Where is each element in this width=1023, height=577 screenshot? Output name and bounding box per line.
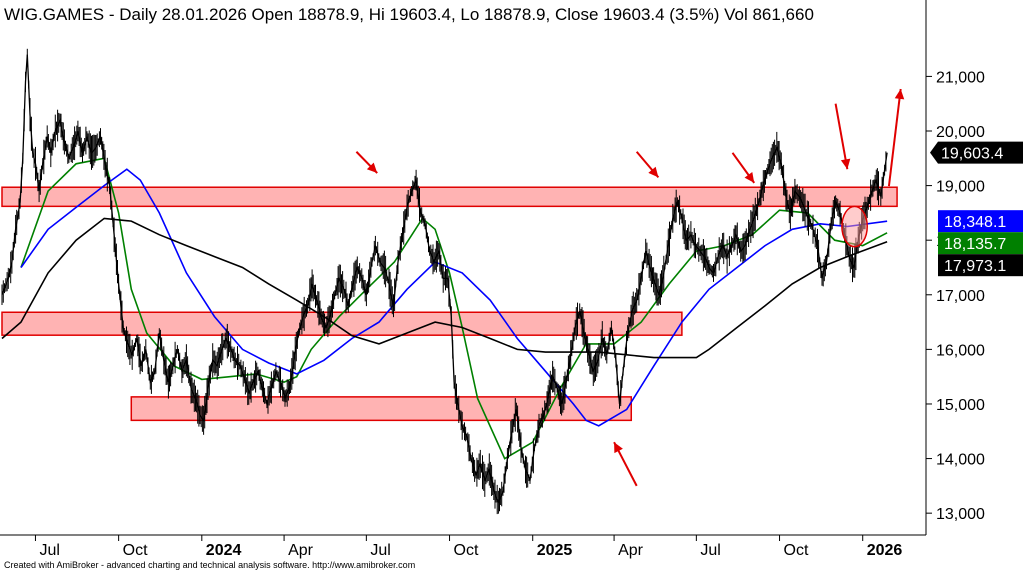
- x-tick-label: 2026: [867, 542, 903, 559]
- x-tick-label: Jul: [370, 542, 390, 559]
- x-tick-label: Apr: [618, 542, 644, 559]
- red-arrow: [887, 88, 902, 187]
- resistance-zone: [1, 311, 683, 336]
- x-tick-label: Apr: [288, 542, 314, 559]
- y-tick-label: 19,000: [936, 179, 985, 196]
- ma-flag-label: 18,348.1: [944, 214, 1006, 231]
- red-arrow-head: [648, 166, 659, 178]
- ma-flag-label: 17,973.1: [944, 258, 1006, 275]
- chart-footer: Created with AmiBroker - advanced charti…: [4, 560, 415, 570]
- chart-title: WIG.GAMES - Daily 28.01.2026 Open 18878.…: [4, 5, 814, 24]
- price-series: [1, 48, 888, 515]
- resistance-zone: [1, 186, 898, 208]
- x-tick-label: Oct: [454, 542, 479, 559]
- y-tick-label: 15,000: [936, 397, 985, 414]
- red-arrow-head: [894, 88, 905, 100]
- annotations: [355, 88, 905, 487]
- x-tick-label: Jul: [39, 542, 59, 559]
- x-tick-label: Oct: [784, 542, 809, 559]
- x-tick-label: Oct: [123, 542, 148, 559]
- ma-flag: [938, 232, 1023, 255]
- x-tick-label: 2024: [206, 542, 242, 559]
- y-tick-label: 16,000: [936, 342, 985, 359]
- red-arrow: [834, 103, 849, 170]
- x-tick-label: Jul: [700, 542, 720, 559]
- ma-flag-label: 18,135.7: [944, 236, 1006, 253]
- red-arrow-head: [744, 172, 755, 183]
- ma-flag: [938, 254, 1023, 277]
- red-arrow-head: [366, 162, 378, 174]
- value-flags: 19,603.4 18,348.1 18,135.7 17,973.1: [930, 141, 1023, 277]
- x-tick-label: 2025: [537, 542, 573, 559]
- price-flag: [930, 141, 1023, 164]
- ma-flag: [938, 210, 1023, 233]
- price-flag-label: 19,603.4: [941, 146, 1003, 163]
- y-tick-label: 13,000: [936, 506, 985, 523]
- moving-average-line: [1, 217, 888, 359]
- red-arrow-head: [614, 442, 623, 454]
- support-resistance-zones: [1, 186, 898, 422]
- axes: 13,00014,00015,00016,00017,00018,00019,0…: [0, 0, 985, 559]
- y-tick-label: 20,000: [936, 124, 985, 141]
- red-arrow-head: [840, 158, 851, 170]
- y-tick-label: 17,000: [936, 288, 985, 305]
- moving-average-line: [20, 168, 888, 427]
- y-tick-label: 21,000: [936, 69, 985, 86]
- resistance-zone: [130, 396, 633, 422]
- y-tick-label: 14,000: [936, 452, 985, 469]
- highlight-circle: [841, 205, 868, 248]
